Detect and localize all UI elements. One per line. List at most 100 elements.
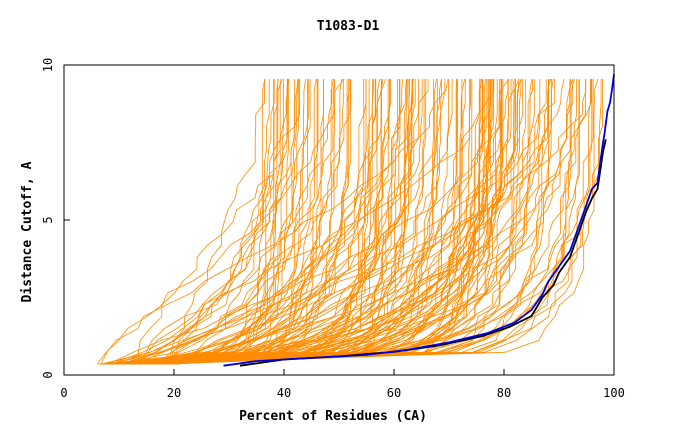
background-series-line: [142, 78, 437, 365]
background-series-line: [110, 79, 365, 365]
background-series-line: [117, 79, 473, 365]
background-series-line: [118, 79, 284, 365]
x-tick-label: 60: [387, 386, 401, 400]
blue-series-line: [223, 74, 615, 367]
highlighted-series-group: [223, 74, 615, 367]
background-series-line: [120, 79, 453, 365]
background-series-line: [128, 79, 398, 365]
background-series-line: [105, 78, 279, 365]
background-series-line: [136, 79, 429, 365]
background-series-line: [124, 79, 270, 365]
background-series-line: [148, 79, 491, 365]
background-series-line: [129, 79, 498, 365]
background-series-line: [115, 79, 482, 365]
background-series-line: [159, 78, 554, 365]
background-series-line: [147, 79, 503, 365]
background-series-line: [130, 79, 309, 365]
y-tick-label: 10: [41, 58, 55, 72]
background-series-line: [134, 79, 483, 365]
background-series-line: [160, 79, 494, 365]
x-tick-label: 0: [60, 386, 67, 400]
background-series-line: [102, 78, 317, 365]
x-tick-label: 100: [603, 386, 625, 400]
background-series-line: [154, 78, 391, 365]
background-series-line: [114, 79, 288, 365]
y-axis-label: Distance Cutoff, A: [20, 161, 35, 302]
background-series-line: [169, 79, 376, 365]
background-series-line: [163, 78, 533, 365]
background-series-line: [153, 79, 427, 365]
background-series-line: [100, 78, 449, 365]
background-series-line: [131, 79, 533, 365]
background-series-line: [125, 79, 299, 365]
background-series-line: [111, 78, 457, 365]
background-series-line: [165, 78, 483, 365]
background-series-line: [169, 78, 381, 365]
background-series-line: [149, 79, 400, 365]
background-series-line: [104, 79, 580, 365]
background-series-line: [124, 79, 438, 365]
background-series-line: [173, 79, 488, 365]
background-series-line: [168, 79, 266, 365]
background-series-line: [132, 79, 333, 365]
y-tick-label: 0: [41, 371, 55, 378]
background-series-line: [169, 79, 547, 365]
background-series-line: [113, 78, 466, 365]
background-series-line: [149, 79, 484, 365]
background-series-line: [122, 78, 552, 365]
background-series-line: [109, 78, 575, 365]
background-series-line: [137, 79, 495, 365]
background-series-line: [163, 79, 301, 365]
background-series-line: [121, 78, 599, 365]
background-series-line: [159, 79, 370, 365]
background-series-line: [113, 78, 343, 365]
background-series-line: [130, 79, 503, 365]
background-series-line: [147, 79, 413, 365]
chart-title: T1083-D1: [317, 19, 380, 34]
y-tick-label: 5: [41, 216, 55, 223]
background-series-line: [170, 79, 535, 365]
background-series-line: [102, 78, 283, 365]
background-series-line: [123, 79, 336, 365]
background-series-line: [163, 79, 514, 365]
background-series-line: [114, 78, 306, 365]
background-series-line: [149, 79, 289, 365]
background-series-line: [152, 78, 500, 365]
background-series-line: [137, 78, 375, 365]
background-series-line: [173, 79, 367, 365]
background-series-line: [163, 79, 425, 365]
background-series-line: [144, 79, 311, 365]
background-series-line: [147, 79, 420, 365]
background-series-line: [147, 79, 470, 365]
background-series-line: [170, 79, 279, 365]
background-series-line: [138, 79, 527, 365]
background-series-line: [111, 79, 591, 365]
plot-area: [96, 74, 615, 367]
background-series-line: [161, 79, 446, 365]
background-series-line: [115, 79, 310, 365]
background-series-line: [167, 79, 580, 365]
background-series-line: [146, 78, 403, 365]
background-series-line: [117, 79, 351, 365]
x-tick-label: 40: [277, 386, 291, 400]
background-series-line: [104, 79, 574, 365]
background-series-line: [128, 79, 401, 365]
y-axis: 0 5 10: [41, 58, 70, 379]
background-series-line: [127, 79, 481, 365]
x-axis-label: Percent of Residues (CA): [239, 409, 427, 424]
background-series-line: [158, 79, 556, 365]
x-tick-label: 80: [497, 386, 511, 400]
background-series-line: [129, 79, 502, 365]
background-series-line: [161, 79, 389, 365]
x-tick-label: 20: [167, 386, 181, 400]
background-series-line: [170, 78, 290, 365]
background-series-line: [112, 79, 350, 365]
background-series-line: [170, 78, 266, 365]
background-series-line: [165, 78, 414, 365]
background-series-line: [102, 78, 442, 365]
background-series-line: [150, 79, 491, 365]
background-series-line: [105, 79, 416, 365]
background-series-line: [171, 79, 390, 365]
background-series-line: [134, 79, 318, 365]
